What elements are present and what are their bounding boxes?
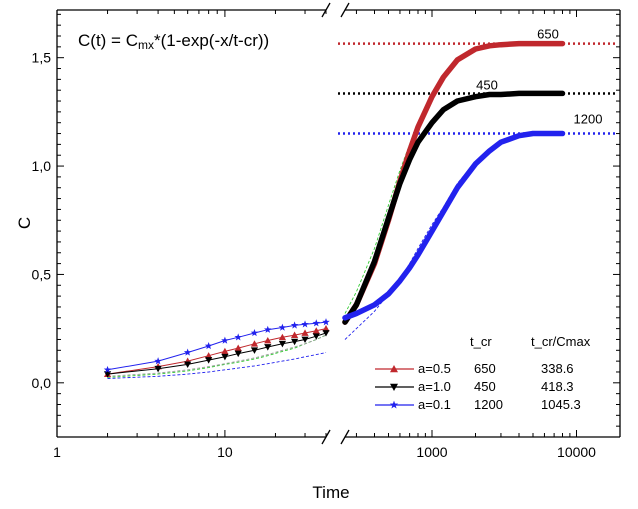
legend-marker-a-0-1 xyxy=(389,400,399,409)
data-point-a-0-1 xyxy=(103,365,112,374)
data-point-a-1-0 xyxy=(264,344,272,351)
data-point-a-0-1 xyxy=(312,319,321,327)
y-tick-label: 1,0 xyxy=(32,158,52,174)
fit-curve-a-0-1-left xyxy=(107,352,327,379)
fit-curve-a-1-0-left xyxy=(107,334,327,377)
data-point-a-1-0 xyxy=(221,353,229,361)
data-point-a-1-0 xyxy=(184,361,192,368)
legend-label-a-0-1: a=0.1 xyxy=(418,397,451,412)
data-point-a-0-5 xyxy=(250,340,259,347)
data-point-a-0-1 xyxy=(221,336,229,344)
data-point-a-0-1 xyxy=(264,325,272,333)
data-point-a-0-1 xyxy=(250,329,259,337)
data-point-a-0-1 xyxy=(154,357,162,365)
data-point-a-0-5 xyxy=(234,344,242,352)
legend-ratio-a-0-1: 1045.3 xyxy=(541,397,581,412)
legend-header-ratio: t_cr/Cmax xyxy=(531,334,591,349)
data-point-a-0-5 xyxy=(322,325,330,332)
data-point-a-0-5 xyxy=(264,336,272,344)
x-axis-title: Time xyxy=(312,483,349,502)
data-point-a-1-0 xyxy=(290,338,299,346)
data-point-a-0-5 xyxy=(312,327,320,334)
data-point-a-1-0 xyxy=(278,340,287,348)
data-point-a-1-0 xyxy=(312,333,320,340)
axis-break-mark-top-2 xyxy=(340,2,350,18)
data-point-a-0-1 xyxy=(204,342,213,350)
data-point-a-0-5 xyxy=(278,333,287,341)
x-tick-label: 10000 xyxy=(557,444,596,460)
data-point-a-0-1 xyxy=(234,333,242,341)
y-tick-label: 1,5 xyxy=(32,50,52,66)
data-point-a-0-1 xyxy=(290,321,299,329)
formula-right: *(1-exp(-x/t-cr)) xyxy=(154,31,269,50)
asymptote-layer: 650 450 1200 xyxy=(338,27,616,135)
fit-curve-a-1-0-right xyxy=(344,92,563,319)
data-point-a-0-1 xyxy=(183,348,192,356)
y-tick-label: 0,5 xyxy=(32,266,52,282)
formula-left: C(t) = C xyxy=(78,31,138,50)
asymptote-label-a-0-1: 1200 xyxy=(574,112,603,127)
legend-ratio-a-1-0: 418.3 xyxy=(541,379,574,394)
data-point-a-1-0 xyxy=(234,350,242,358)
data-point-a-0-5 xyxy=(301,329,309,336)
axes-layer: 1 10 1000 10000 0,0 0,5 1,0 1,5 xyxy=(32,2,621,460)
legend-header-tcr: t_cr xyxy=(470,334,492,349)
data-point-a-1-0 xyxy=(250,347,259,354)
legend-label-a-0-5: a=0.5 xyxy=(418,361,451,376)
asymptote-label-a-0-5: 650 xyxy=(537,27,559,42)
data-point-a-1-0 xyxy=(103,371,112,378)
legend-tcr-a-1-0: 450 xyxy=(474,379,496,394)
data-point-a-1-0 xyxy=(301,336,309,344)
axis-break-mark-bottom-2 xyxy=(340,429,350,445)
y-axis-title: C xyxy=(15,217,34,229)
x-tick-label: 10 xyxy=(217,444,233,460)
legend-tcr-a-0-5: 650 xyxy=(474,361,496,376)
fit-curve-a-0-5-right xyxy=(344,43,563,314)
legend-marker-a-0-5 xyxy=(390,365,398,373)
series-layer xyxy=(103,40,566,378)
series-line-a-0-5-right xyxy=(342,40,566,325)
series-line-a-0-1-right xyxy=(342,130,566,321)
y-tick-label: 0,0 xyxy=(32,375,52,391)
legend-marker-a-1-0 xyxy=(390,383,398,391)
legend-ratio-a-0-5: 338.6 xyxy=(541,361,574,376)
data-point-a-0-1 xyxy=(322,318,330,326)
data-point-a-0-1 xyxy=(278,323,287,331)
data-point-a-0-1 xyxy=(301,320,309,328)
series-line-a-1-0-right xyxy=(342,90,566,325)
data-point-a-1-0 xyxy=(154,365,162,373)
data-point-a-0-5 xyxy=(221,347,229,355)
asymptote-label-a-1-0: 450 xyxy=(476,77,498,92)
x-tick-label: 1 xyxy=(53,444,61,460)
series-line-a-0-1-left xyxy=(107,321,327,371)
data-point-a-0-5 xyxy=(290,331,299,339)
fit-curve-a-0-1-right xyxy=(344,133,563,340)
formula-subscript: mx xyxy=(138,38,154,52)
x-tick-label: 1000 xyxy=(416,444,447,460)
chart-formula: C(t) = Cmx*(1-exp(-x/t-cr)) xyxy=(78,31,269,52)
legend-tcr-a-0-1: 1200 xyxy=(474,397,503,412)
data-point-a-0-5 xyxy=(205,352,213,359)
legend: t_cr t_cr/Cmax a=0.5 650 338.6 a=1.0 450 418.… xyxy=(375,334,591,412)
legend-label-a-1-0: a=1.0 xyxy=(418,379,451,394)
data-point-a-1-0 xyxy=(322,330,330,337)
data-point-a-1-0 xyxy=(205,357,213,364)
